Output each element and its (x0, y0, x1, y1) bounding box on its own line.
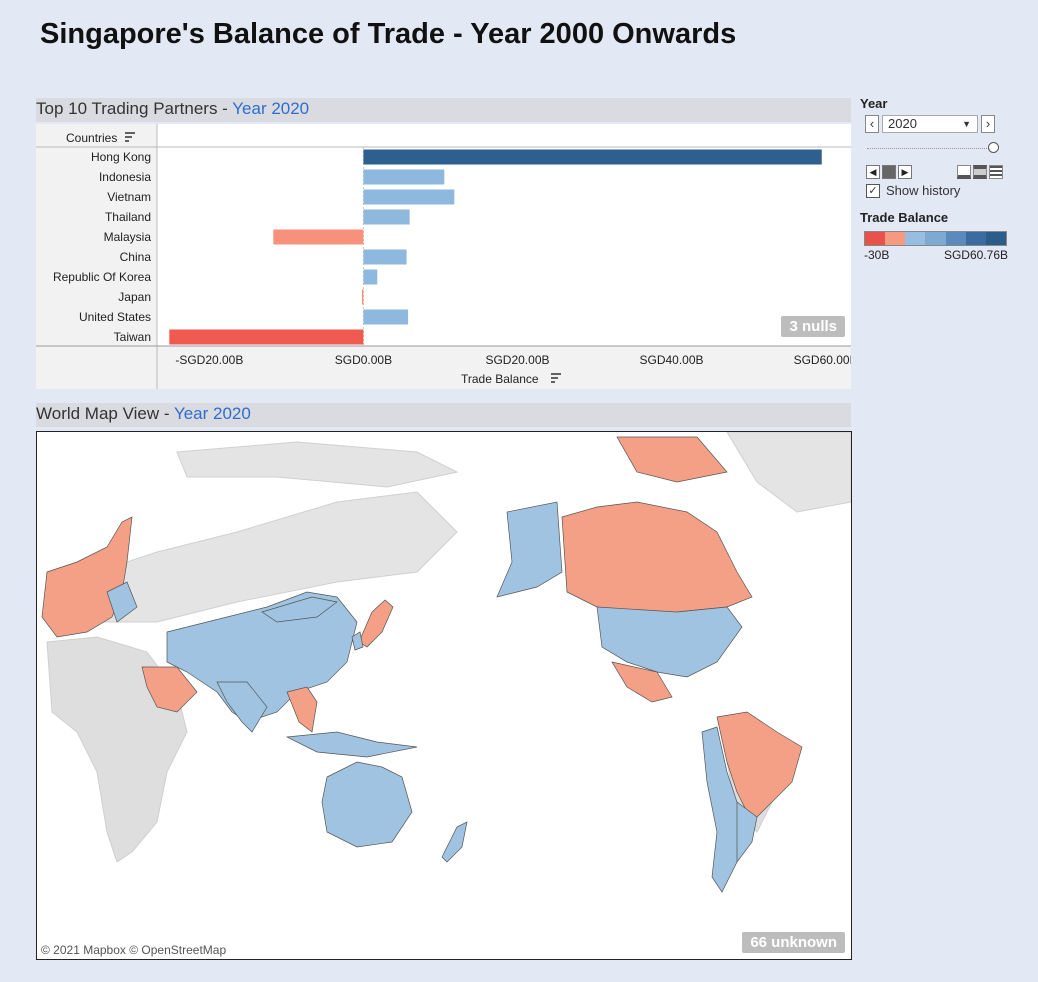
se-asia-region[interactable] (286, 686, 318, 733)
x-tick-label: SGD40.00B (640, 353, 704, 367)
china-region[interactable] (166, 591, 358, 723)
step-back-icon[interactable]: ◀ (866, 165, 880, 179)
page-title: Singapore's Balance of Trade - Year 2000… (40, 18, 737, 50)
playback-controls: ◀ ▶ (866, 165, 912, 179)
x-axis-sort-icon[interactable] (551, 373, 561, 383)
map-header-year: Year 2020 (173, 404, 251, 423)
year-filter-row: ‹ 2020 ▼ › (865, 114, 995, 134)
category-label[interactable]: China (120, 250, 152, 264)
chevron-right-icon[interactable]: › (981, 115, 995, 133)
legend-swatch (865, 232, 886, 245)
x-tick-label: -SGD20.00B (175, 353, 243, 367)
argentina-region[interactable] (736, 801, 758, 864)
category-label[interactable]: Indonesia (99, 170, 151, 184)
bar-taiwan[interactable] (169, 329, 364, 345)
legend-min-label: -30B (864, 248, 890, 262)
category-label[interactable]: Hong Kong (91, 150, 151, 164)
bar-hong-kong[interactable] (363, 149, 822, 165)
step-forward-icon[interactable]: ▶ (898, 165, 912, 179)
canada-arctic-islands[interactable] (616, 436, 728, 483)
bar-chart-svg: Countries Hong Kong Indonesia Vietnam Thail… (36, 124, 858, 389)
x-axis-title: Trade Balance (461, 372, 539, 386)
bar-republic-of-korea[interactable] (363, 269, 378, 285)
arctic-land[interactable] (176, 441, 459, 488)
legend-title: Trade Balance (860, 210, 949, 225)
unknown-badge[interactable]: 66 unknown (742, 932, 845, 953)
new-zealand-region[interactable] (441, 821, 468, 863)
map-svg (41, 432, 851, 893)
legend-swatch (905, 232, 926, 245)
bar-indonesia[interactable] (363, 169, 445, 185)
chevron-down-icon: ▼ (962, 119, 971, 129)
legend-swatch (965, 232, 986, 245)
middle-east-region[interactable] (141, 666, 198, 713)
australia-region[interactable] (321, 761, 413, 848)
india-region[interactable] (216, 681, 268, 733)
europe-region[interactable] (41, 516, 133, 638)
year-select[interactable]: 2020 ▼ (882, 115, 978, 133)
legend-swatch (885, 232, 906, 245)
legend-swatch (945, 232, 966, 245)
bar-china[interactable] (363, 249, 407, 265)
legend-swatch (985, 232, 1006, 245)
top10-bar-chart[interactable]: Countries Hong Kong Indonesia Vietnam Thail… (36, 124, 858, 389)
sort-icon[interactable] (125, 132, 135, 142)
top10-header: Top 10 Trading Partners - Year 2020 (36, 98, 851, 122)
row-header-label: Countries (66, 131, 117, 145)
category-label[interactable]: Malaysia (104, 230, 152, 244)
top10-header-prefix: Top 10 Trading Partners - (36, 99, 233, 118)
usa-region[interactable] (596, 606, 743, 678)
greenland-land[interactable] (726, 432, 851, 513)
nulls-badge[interactable]: 3 nulls (781, 316, 845, 337)
year-slider-handle[interactable] (988, 142, 999, 153)
map-header-prefix: World Map View - (36, 404, 174, 423)
show-history-row[interactable]: ✓ Show history (866, 183, 960, 198)
korea-region[interactable] (351, 631, 364, 651)
year-filter-label: Year (860, 96, 888, 111)
year-slider-track[interactable] (867, 148, 999, 149)
stop-icon[interactable] (882, 165, 896, 179)
brazil-region[interactable] (716, 711, 803, 823)
mongolia-region[interactable] (261, 596, 338, 623)
map-attribution[interactable]: © 2021 Mapbox © OpenStreetMap (41, 943, 227, 957)
show-history-checkbox[interactable]: ✓ (866, 183, 880, 198)
map-header: World Map View - Year 2020 (36, 403, 851, 427)
indonesia-region[interactable] (285, 731, 418, 758)
top10-header-year: Year 2020 (232, 99, 310, 118)
bar-vietnam[interactable] (363, 189, 455, 205)
speed-controls (957, 165, 1003, 179)
color-legend[interactable] (864, 231, 1007, 246)
eurasia-land[interactable] (96, 491, 458, 623)
bar-japan[interactable] (361, 289, 364, 305)
category-label[interactable]: Japan (118, 290, 151, 304)
x-tick-label: SGD0.00B (335, 353, 392, 367)
alaska-region[interactable] (496, 501, 563, 598)
bar-thailand[interactable] (363, 209, 410, 225)
canada-region[interactable] (561, 501, 753, 613)
mexico-region[interactable] (611, 661, 673, 703)
speed-fast-icon[interactable] (989, 165, 1003, 179)
category-label[interactable]: Thailand (105, 210, 151, 224)
x-tick-label: SGD60.00B (794, 353, 851, 367)
world-map[interactable]: © 2021 Mapbox © OpenStreetMap 66 unknown (36, 431, 852, 960)
filter-panel: Year ‹ 2020 ▼ › ◀ ▶ ✓ Show history Trade… (860, 96, 1010, 262)
speed-slow-icon[interactable] (957, 165, 971, 179)
category-label[interactable]: Republic Of Korea (53, 270, 151, 284)
speed-medium-icon[interactable] (973, 165, 987, 179)
japan-region[interactable] (358, 599, 394, 648)
bar-malaysia[interactable] (273, 229, 364, 245)
europe-blue[interactable] (106, 581, 138, 623)
chevron-left-icon[interactable]: ‹ (865, 115, 879, 133)
category-label[interactable]: Taiwan (114, 330, 151, 344)
category-label[interactable]: Vietnam (107, 190, 151, 204)
legend-swatch (925, 232, 946, 245)
show-history-label: Show history (886, 183, 961, 198)
category-label[interactable]: United States (79, 310, 151, 324)
x-tick-label: SGD20.00B (485, 353, 549, 367)
bar-united-states[interactable] (363, 309, 409, 325)
year-select-value: 2020 (888, 116, 917, 131)
legend-max-label: SGD60.76B (943, 248, 1008, 262)
